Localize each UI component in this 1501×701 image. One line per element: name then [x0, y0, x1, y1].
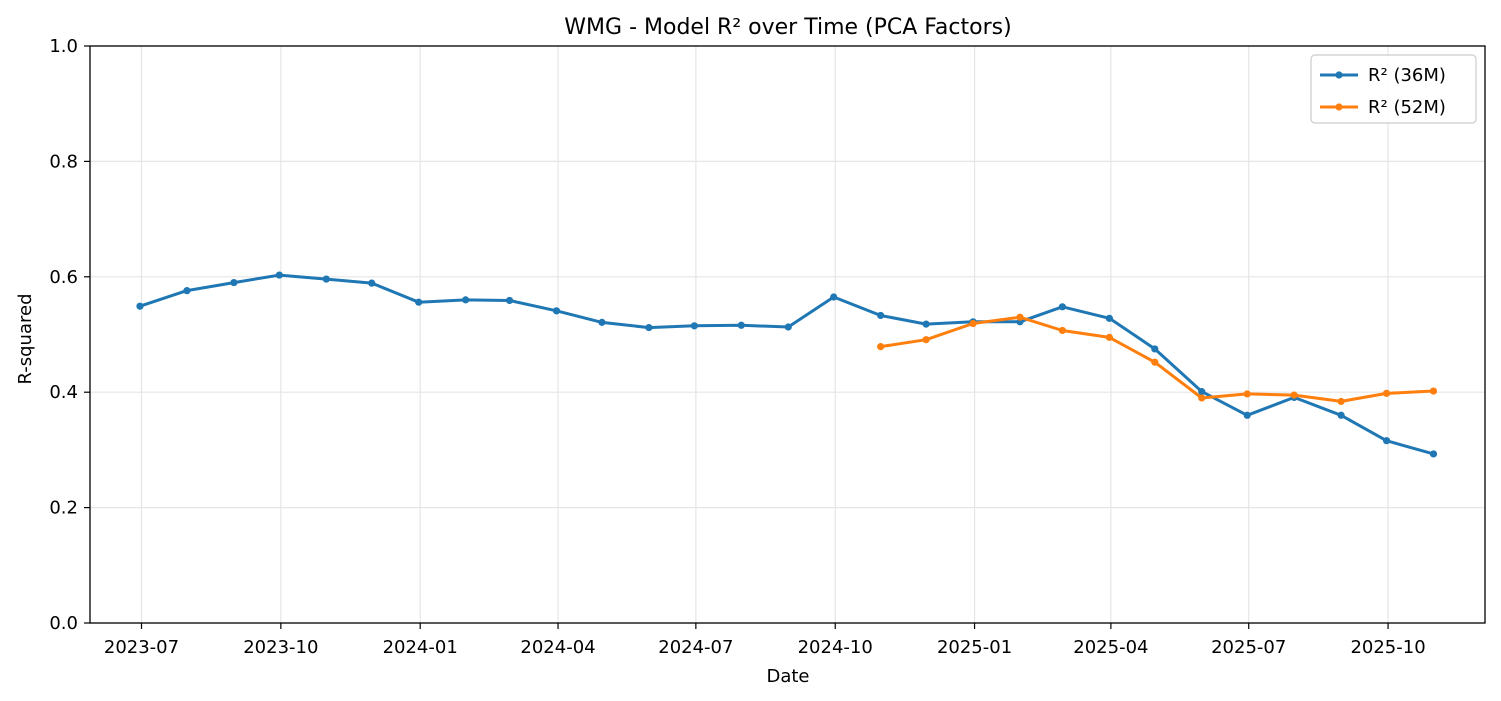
- series-lines: [136, 271, 1438, 458]
- x-tick-label: 2024-04: [520, 637, 595, 658]
- legend: R² (36M) R² (52M): [1310, 54, 1477, 124]
- series-0-point: [183, 287, 191, 295]
- y-tick-label: 0.8: [49, 151, 78, 172]
- series-1-point: [1198, 394, 1206, 402]
- x-tick-label: 2024-07: [658, 637, 733, 658]
- x-tick-label: 2025-10: [1350, 637, 1425, 658]
- series-0-point: [136, 302, 144, 310]
- legend-label: R² (36M): [1368, 65, 1446, 86]
- series-0-point: [645, 323, 653, 332]
- series-0-point: [737, 321, 745, 329]
- series-0-point: [922, 320, 930, 328]
- y-tick-label: 0.4: [49, 382, 78, 403]
- series-1-point: [1151, 358, 1159, 366]
- series-0-point: [1382, 437, 1391, 445]
- series-1-point: [969, 319, 977, 328]
- series-0-point: [415, 298, 423, 306]
- series-0-point: [322, 275, 330, 283]
- series-1-point: [1016, 313, 1024, 321]
- series-0-point: [275, 271, 283, 279]
- x-tick-label: 2024-01: [383, 637, 458, 658]
- series-1-point: [1337, 397, 1345, 406]
- series-1-point: [1290, 391, 1298, 399]
- x-tick-label: 2024-10: [798, 637, 873, 658]
- ticks: 0.0 0.2 0.4 0.6 0.8 1.0 2023-07 2023-10 2024-01 2…: [49, 36, 1425, 658]
- series-0-point: [598, 318, 606, 326]
- y-tick-label: 0.0: [49, 613, 78, 634]
- x-axis-label: Date: [766, 666, 809, 687]
- series-1-point: [877, 343, 885, 351]
- series-0-point: [877, 311, 885, 320]
- series-0-point: [462, 296, 470, 304]
- series-0-point: [1429, 450, 1438, 458]
- series-0-point: [1151, 345, 1159, 353]
- x-tick-label: 2025-01: [937, 637, 1012, 658]
- series-0-point: [505, 296, 514, 305]
- legend-swatch-marker: [1335, 103, 1343, 111]
- series-0-point: [1243, 411, 1251, 419]
- y-tick-label: 1.0: [49, 36, 78, 57]
- series-1-point: [1429, 387, 1438, 395]
- series-0-point: [1105, 314, 1113, 322]
- series-0-point: [784, 323, 792, 331]
- legend-label: R² (52M): [1368, 97, 1446, 118]
- y-axis-label: R-squared: [15, 293, 36, 384]
- series-0-point: [690, 322, 698, 330]
- legend-swatch-marker: [1335, 71, 1343, 79]
- series-0-point: [1337, 411, 1345, 419]
- x-tick-label: 2023-10: [243, 637, 318, 658]
- x-tick-label: 2023-07: [104, 637, 179, 658]
- series-1-point: [1105, 333, 1113, 341]
- series-0-point: [830, 293, 838, 301]
- y-tick-label: 0.6: [49, 267, 78, 288]
- series-0-point: [552, 307, 561, 315]
- series-1-point: [1058, 326, 1067, 335]
- series-1-point: [922, 336, 930, 344]
- x-tick-label: 2025-04: [1073, 637, 1148, 658]
- series-0-point: [230, 278, 238, 287]
- y-tick-label: 0.2: [49, 498, 78, 519]
- x-tick-label: 2025-07: [1211, 637, 1286, 658]
- series-0-point: [368, 279, 376, 287]
- series-0-point: [1198, 388, 1206, 396]
- plot-frame: [89, 45, 1486, 624]
- series-0-point: [1058, 303, 1067, 311]
- series-1-point: [1243, 390, 1251, 398]
- chart-title: WMG - Model R² over Time (PCA Factors): [564, 15, 1011, 40]
- series-1-point: [1382, 389, 1391, 397]
